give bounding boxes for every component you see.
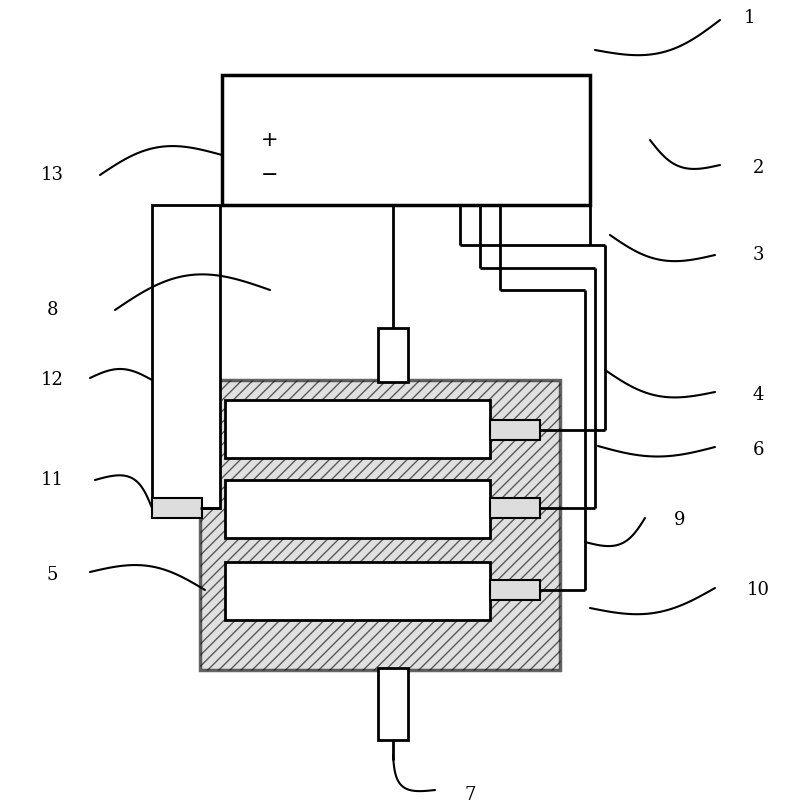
Text: 9: 9 xyxy=(674,511,686,529)
Bar xyxy=(152,205,220,508)
Text: 5: 5 xyxy=(46,566,58,584)
Bar xyxy=(490,580,540,600)
Bar xyxy=(378,328,408,382)
Text: 11: 11 xyxy=(41,471,63,489)
Text: 10: 10 xyxy=(746,581,770,599)
Bar xyxy=(490,420,540,440)
Text: −: − xyxy=(262,165,278,185)
Text: 4: 4 xyxy=(752,386,764,404)
Text: 13: 13 xyxy=(41,166,63,184)
Bar xyxy=(378,668,408,740)
Bar xyxy=(200,380,560,670)
Text: 1: 1 xyxy=(744,9,756,27)
Text: 6: 6 xyxy=(752,441,764,459)
Bar xyxy=(225,562,490,620)
Text: 2: 2 xyxy=(752,159,764,177)
Text: +: + xyxy=(261,130,279,150)
Text: 8: 8 xyxy=(46,301,58,319)
Bar xyxy=(490,498,540,518)
Text: 12: 12 xyxy=(41,371,63,389)
Bar xyxy=(222,75,590,205)
Bar xyxy=(152,498,202,518)
Bar xyxy=(225,480,490,538)
Bar xyxy=(225,400,490,458)
Text: 3: 3 xyxy=(752,246,764,264)
Text: 7: 7 xyxy=(464,786,476,804)
